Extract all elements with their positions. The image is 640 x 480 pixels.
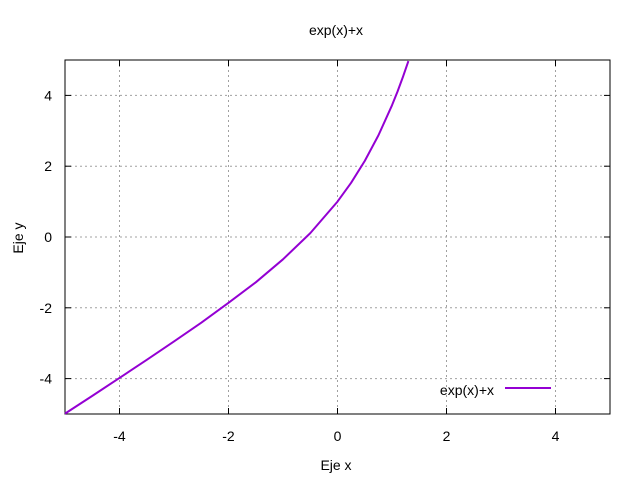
series-line <box>64 60 410 415</box>
chart-title: exp(x)+x <box>309 22 363 38</box>
legend: exp(x)+x <box>440 382 551 398</box>
x-tick-label: 0 <box>334 428 342 444</box>
ticks <box>65 60 610 414</box>
y-axis-label: Eje y <box>10 222 26 253</box>
grid <box>65 60 610 414</box>
x-tick-label: -2 <box>222 428 235 444</box>
x-tick-label: 4 <box>552 428 560 444</box>
tick-labels: -4 -2 0 2 4 -4 -2 0 2 4 <box>40 87 560 444</box>
x-tick-label: 2 <box>443 428 451 444</box>
y-tick-label: -4 <box>40 371 53 387</box>
y-tick-label: 0 <box>44 229 52 245</box>
y-tick-label: 4 <box>44 87 52 103</box>
y-tick-label: -2 <box>40 300 53 316</box>
series <box>64 60 410 415</box>
y-tick-label: 2 <box>44 158 52 174</box>
x-tick-label: -4 <box>113 428 126 444</box>
x-axis-label: Eje x <box>320 457 351 473</box>
legend-label: exp(x)+x <box>440 382 494 398</box>
